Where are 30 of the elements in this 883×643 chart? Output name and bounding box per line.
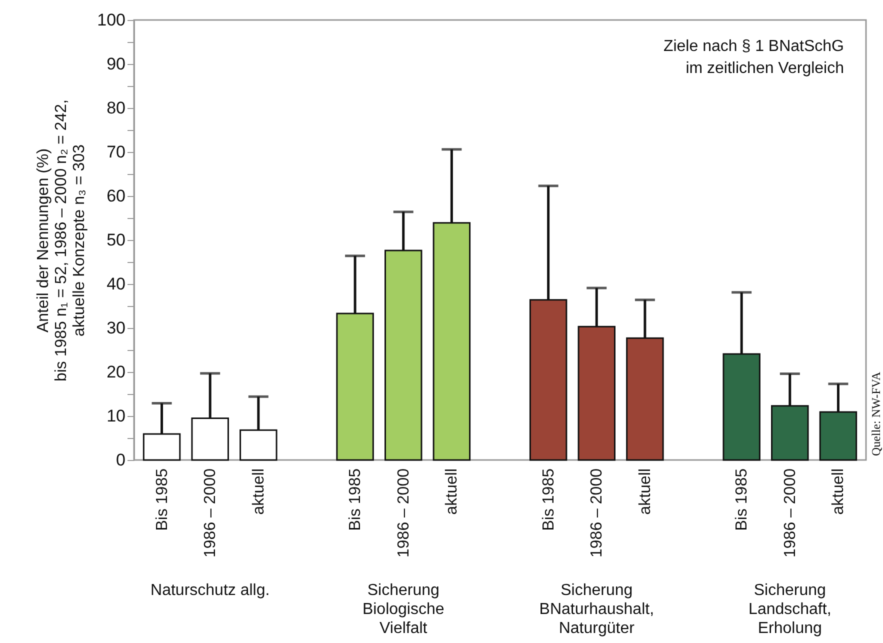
text: Sicherung BNaturhaushalt, Naturgüter [539, 582, 654, 637]
y-tick-label: 100 [97, 10, 126, 30]
y-tick-label: 50 [106, 230, 126, 250]
x-tick-label: 1986 – 2000 [395, 468, 412, 558]
y-axis-title: Anteil der Nennungen (%) bis 1985 n₁ = 52, 1986 – 2000 n₂ = 242, aktuelle Konzepte n₃ = 303 [35, 99, 88, 382]
x-tick-label: aktuell [830, 468, 848, 515]
y-tick-label: 80 [106, 98, 126, 118]
y-tick-label: 40 [106, 274, 126, 294]
x-tick-label: Bis 1985 [734, 468, 751, 531]
y-tick-label: 30 [106, 318, 126, 338]
x-tick-label: aktuell [636, 468, 654, 515]
x-tick-label: aktuell [444, 468, 461, 515]
y-tick-label: 90 [106, 54, 126, 74]
text: Sicherung Biologische Vielfalt [362, 582, 444, 637]
source-note: Quelle: NW-FVA [869, 372, 883, 456]
y-tick-label: 0 [116, 450, 126, 470]
text: Sicherung Landschaft, Erholung [748, 582, 832, 637]
text: Ziele nach § 1 BNatSchG im zeitlichen Vergleich [663, 38, 844, 77]
y-tick-label: 60 [106, 186, 126, 206]
x-tick-label: Bis 1985 [154, 468, 171, 531]
x-tick-label: Bis 1985 [540, 468, 558, 531]
text: Naturschutz allg. [150, 582, 270, 599]
x-tick-label: 1986 – 2000 [588, 468, 606, 558]
y-tick-label: 70 [106, 142, 126, 162]
x-tick-label: Bis 1985 [347, 468, 364, 531]
y-tick-label: 10 [106, 406, 126, 426]
x-tick-label: 1986 – 2000 [782, 468, 799, 558]
x-tick-label: 1986 – 2000 [202, 468, 220, 558]
y-tick-label: 20 [106, 362, 126, 382]
x-tick-label: aktuell [250, 468, 268, 515]
